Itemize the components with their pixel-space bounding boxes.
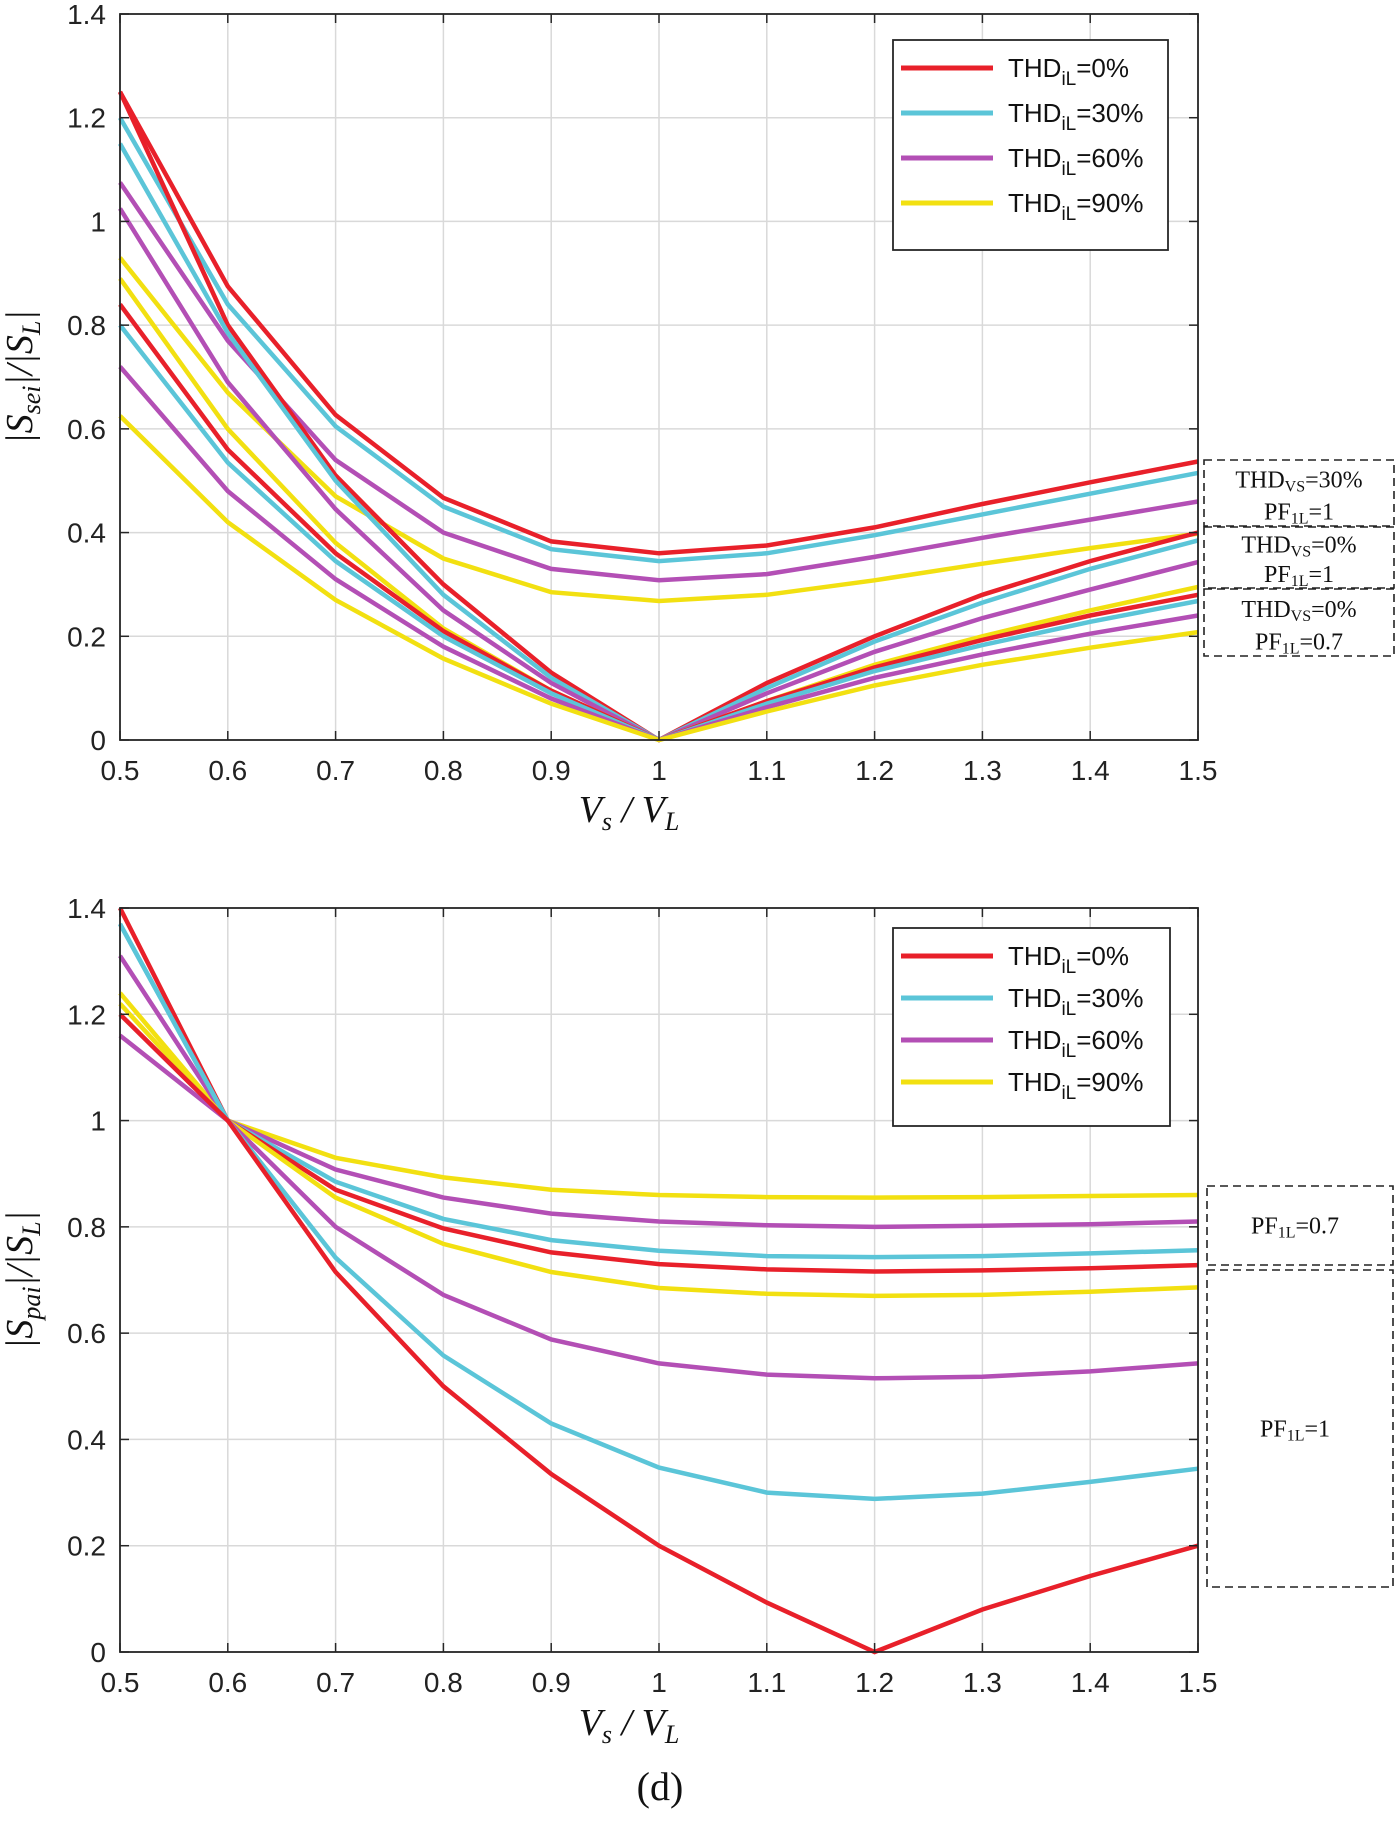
annotation-box: [1203, 526, 1395, 589]
legend-label: THDiL=90%: [1008, 188, 1143, 225]
y-tick-label: 1.2: [67, 103, 106, 134]
x-tick-label: 0.9: [532, 755, 571, 786]
x-tick-label: 1: [651, 1667, 667, 1698]
annotation-box: [1203, 459, 1395, 527]
legend-box: [892, 39, 1169, 251]
series-group: [117, 906, 1199, 1655]
y-tick-label: 0.6: [67, 414, 106, 445]
annotation-text-1: THDVS=30%: [1235, 468, 1362, 496]
annotation-box: [1203, 588, 1395, 657]
series-line-3: [118, 922, 1199, 1260]
legend-box: [892, 927, 1171, 1127]
legend-label: THDiL=90%: [1008, 1067, 1143, 1104]
x-tick-label: 0.6: [208, 755, 247, 786]
y-tick-label: 1: [90, 206, 106, 237]
annotation-text-2: PF1L=1: [1264, 499, 1334, 527]
legend-label: THDiL=60%: [1008, 143, 1143, 180]
x-tick-label: 0.5: [101, 1667, 140, 1698]
y-tick-label: 0.4: [67, 1424, 106, 1455]
annotation-2: PF1L=1: [1206, 1269, 1394, 1588]
annotation-text-1: PF1L=0.7: [1251, 1214, 1339, 1242]
chart-1: 0.5 0.6 0.7 0.8 0.9 1 1.1 1.2 1.3 1.4 1.5 0 0.2 0.4 0.…: [0, 0, 1395, 836]
y-tick-label: 0.6: [67, 1318, 106, 1349]
x-tick-label: 0.8: [424, 755, 463, 786]
annotation-3: THDVS=0% PF1L=0.7: [1203, 588, 1395, 657]
annotation-text-1: THDVS=0%: [1241, 597, 1356, 625]
y-tick-label: 0: [90, 1637, 106, 1668]
chart-2: 0.5 0.6 0.7 0.8 0.9 1 1.1 1.2 1.3 1.4 1.5 0 0.2 0.4 0.…: [0, 893, 1394, 1749]
annotation-text-2: PF1L=1: [1264, 562, 1334, 590]
annotation-box: [1206, 1269, 1394, 1588]
series-line-5: [118, 1002, 1199, 1299]
legend-label: THDiL=0%: [1008, 53, 1129, 90]
annotation-text-1: PF1L=1: [1260, 1417, 1330, 1445]
annotation-1: PF1L=0.7: [1206, 1185, 1394, 1266]
y-tick-label: 1.2: [67, 999, 106, 1030]
figure-caption: (d): [637, 1764, 684, 1809]
x-tick-label: 1.1: [747, 755, 786, 786]
legend-label: THDiL=60%: [1008, 1025, 1143, 1062]
series-line-4: [117, 906, 1199, 1274]
y-axis-label: |Spai|/|SL|: [0, 1211, 46, 1349]
annotation-text-2: PF1L=0.7: [1255, 629, 1343, 657]
y-tick-label: 1.4: [67, 893, 106, 924]
x-tick-label: 1: [651, 755, 667, 786]
series-line-7: [118, 922, 1199, 1502]
x-tick-label: 0.9: [532, 1667, 571, 1698]
series-line-1: [118, 90, 1199, 556]
x-tick-label: 1.4: [1071, 755, 1110, 786]
y-axis-label: |Ssei|/|SL|: [0, 310, 46, 444]
y-tick-label: 0.8: [67, 1212, 106, 1243]
y-tick-label: 0: [90, 725, 106, 756]
series-line-2: [118, 116, 1199, 564]
y-tick-label: 1: [90, 1106, 106, 1137]
annotation-text-1: THDVS=0%: [1241, 533, 1356, 561]
x-tick-label: 0.5: [101, 755, 140, 786]
x-tick-label: 0.7: [316, 1667, 355, 1698]
x-tick-label: 1.3: [963, 1667, 1002, 1698]
annotation-box: [1206, 1185, 1394, 1266]
x-tick-label: 1.4: [1071, 1667, 1110, 1698]
x-tick-label: 1.3: [963, 755, 1002, 786]
x-tick-label: 0.8: [424, 1667, 463, 1698]
y-tick-label: 1.4: [67, 0, 106, 30]
y-tick-label: 0.4: [67, 518, 106, 549]
annotation-2: THDVS=0%PF1L=1: [1203, 526, 1395, 590]
series-line-8: [118, 1012, 1199, 1655]
legend-label: THDiL=0%: [1008, 941, 1129, 978]
series-line-2: [118, 954, 1199, 1230]
x-tick-label: 1.2: [855, 1667, 894, 1698]
annotation-1: THDVS=30% PF1L=1: [1203, 459, 1395, 527]
legend: THDiL=0% THDiL=30% THDiL=60% THDiL=90%: [892, 927, 1171, 1127]
x-tick-label: 1.1: [747, 1667, 786, 1698]
x-tick-label: 0.6: [208, 1667, 247, 1698]
legend-label: THDiL=30%: [1008, 98, 1143, 135]
series-line-1: [118, 991, 1199, 1200]
y-tick-label: 0.2: [67, 1531, 106, 1562]
series-line-4: [118, 256, 1199, 604]
y-tick-label: 0.2: [67, 621, 106, 652]
legend-label: THDiL=30%: [1008, 983, 1143, 1020]
y-tick-label: 0.8: [67, 310, 106, 341]
x-tick-label: 0.7: [316, 755, 355, 786]
x-axis-label: Vs / VL: [579, 789, 680, 836]
x-tick-label: 1.5: [1179, 1667, 1218, 1698]
series-line-3: [118, 181, 1199, 583]
x-tick-label: 1.2: [855, 755, 894, 786]
legend: THDiL=0% THDiL=30% THDiL=60% THDiL=90%: [892, 39, 1169, 251]
x-tick-label: 1.5: [1179, 755, 1218, 786]
x-axis-label: Vs / VL: [579, 1702, 680, 1749]
series-line-6: [118, 1033, 1199, 1381]
